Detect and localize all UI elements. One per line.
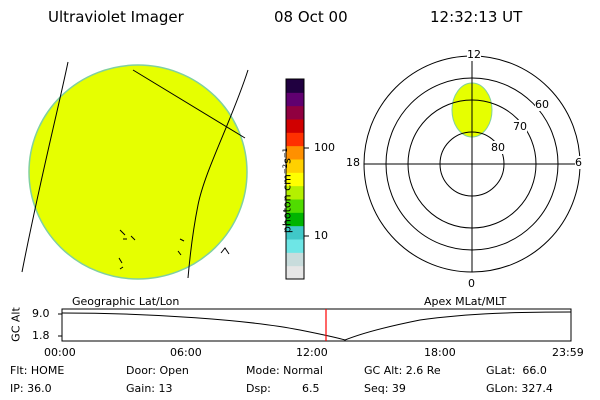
color-bar-segment: [286, 79, 304, 93]
polar-label-lat-80: 80: [491, 141, 505, 154]
globe-view: [21, 61, 249, 280]
status-gain: Gain: 13: [126, 382, 173, 395]
timeline-axis-title: GC Alt: [9, 307, 23, 342]
polar-label-mlt-12: 12: [467, 48, 481, 61]
status-ip: IP: 36.0: [10, 382, 52, 395]
color-bar-segment: [286, 92, 304, 107]
timeline-y-high: 9.0: [32, 307, 50, 320]
timeline-left-label: Geographic Lat/Lon: [72, 295, 180, 308]
color-bar-segment: [286, 265, 304, 280]
status-seq: Seq: 39: [364, 382, 406, 395]
color-bar-segment: [286, 199, 304, 213]
status-door: Door: Open: [126, 364, 189, 377]
status-mode: Mode: Normal: [246, 364, 323, 377]
color-bar-segment: [286, 172, 304, 187]
globe-disk: [28, 64, 248, 280]
time-label: 12:32:13 UT: [430, 8, 523, 26]
status-gc-alt: GC Alt: 2.6 Re: [364, 364, 441, 377]
timeline-tick-1200: 12:00: [296, 346, 328, 359]
globe-meridian-left: [21, 61, 69, 273]
timeline-y-low: 1.8: [32, 329, 50, 342]
globe-meridian-right: [187, 69, 249, 279]
polar-label-lat-60: 60: [535, 98, 549, 111]
color-bar-unit-label: photon cm⁻²s⁻¹: [280, 147, 294, 234]
status-glat: GLat: 66.0: [486, 364, 547, 377]
color-bar-label-100: 100: [314, 141, 335, 154]
color-bar-segment: [286, 145, 304, 160]
color-bar-segment: [286, 212, 304, 227]
color-bar: [286, 79, 304, 280]
altitude-timeline: [58, 308, 572, 342]
color-bar-frame: [285, 78, 305, 280]
status-dsp-label: Dsp:: [246, 382, 271, 395]
date-label: 08 Oct 00: [274, 8, 348, 26]
timeline-right-label: Apex MLat/MLT: [424, 295, 507, 308]
polar-label-mlt-6: 6: [575, 156, 582, 169]
color-bar-segment: [286, 252, 304, 267]
color-bar-segment: [286, 185, 304, 200]
polar-label-lat-70: 70: [513, 120, 527, 133]
polar-plot: [363, 55, 581, 273]
timeline-tick-2359: 23:59: [552, 346, 584, 359]
polar-label-mlt-18: 18: [346, 156, 360, 169]
timeline-tick-0000: 00:00: [44, 346, 76, 359]
polar-label-mlt-0: 0: [468, 277, 475, 290]
status-glon: GLon: 327.4: [486, 382, 553, 395]
timeline-tick-0600: 06:00: [170, 346, 202, 359]
altitude-curve: [61, 311, 572, 341]
color-bar-label-10: 10: [314, 229, 328, 242]
timeline-tick-1800: 18:00: [424, 346, 456, 359]
color-bar-segment: [286, 159, 304, 173]
color-bar-segment: [286, 225, 304, 240]
status-flight: Flt: HOME: [10, 364, 65, 377]
color-bar-segment: [286, 132, 304, 147]
color-bar-segment: [286, 105, 304, 120]
globe-coastline-fragments: [118, 229, 230, 270]
color-bar-segment: [286, 239, 304, 253]
status-dsp-value: 6.5: [302, 382, 320, 395]
instrument-title: Ultraviolet Imager: [48, 8, 184, 26]
color-bar-segment: [286, 119, 304, 133]
